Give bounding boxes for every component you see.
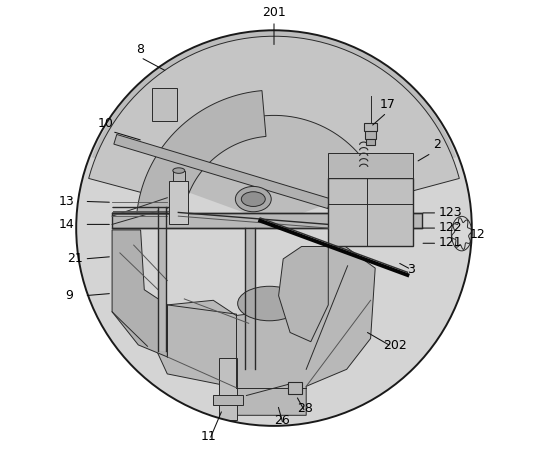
Bar (364, 124, 377, 131)
Polygon shape (141, 247, 375, 415)
Text: 11: 11 (201, 429, 216, 442)
Bar (288, 382, 301, 394)
Bar (213, 395, 243, 405)
Bar (169, 181, 189, 225)
Bar (328, 154, 413, 179)
Text: 13: 13 (58, 195, 74, 207)
Text: 28: 28 (298, 401, 313, 414)
Text: 122: 122 (439, 221, 463, 234)
Bar (219, 358, 237, 420)
Text: 201: 201 (262, 6, 286, 19)
Polygon shape (114, 135, 330, 209)
Bar (366, 139, 375, 146)
Text: 3: 3 (407, 262, 415, 275)
Bar (173, 171, 185, 181)
Ellipse shape (238, 286, 301, 321)
Ellipse shape (235, 187, 271, 212)
Text: 202: 202 (383, 339, 407, 352)
Ellipse shape (452, 217, 472, 251)
Text: 10: 10 (98, 117, 114, 129)
Text: 8: 8 (136, 43, 144, 56)
Polygon shape (112, 230, 167, 357)
Text: 17: 17 (380, 98, 396, 111)
Bar (328, 179, 413, 247)
Text: 12: 12 (470, 228, 485, 241)
Bar (246, 229, 255, 369)
Ellipse shape (241, 192, 265, 207)
Text: 9: 9 (65, 288, 73, 301)
Bar (112, 213, 422, 229)
Text: 121: 121 (439, 236, 463, 249)
Polygon shape (278, 247, 328, 342)
Ellipse shape (173, 168, 185, 174)
Polygon shape (89, 37, 459, 200)
Text: 123: 123 (439, 206, 463, 218)
Wedge shape (92, 31, 456, 224)
Text: 26: 26 (275, 413, 290, 426)
Text: 14: 14 (58, 218, 74, 230)
Bar (152, 89, 178, 122)
Text: 2: 2 (433, 138, 441, 151)
Polygon shape (136, 91, 266, 221)
Circle shape (76, 31, 472, 426)
Bar (158, 207, 167, 351)
Bar (365, 130, 376, 140)
Text: 21: 21 (67, 252, 83, 264)
